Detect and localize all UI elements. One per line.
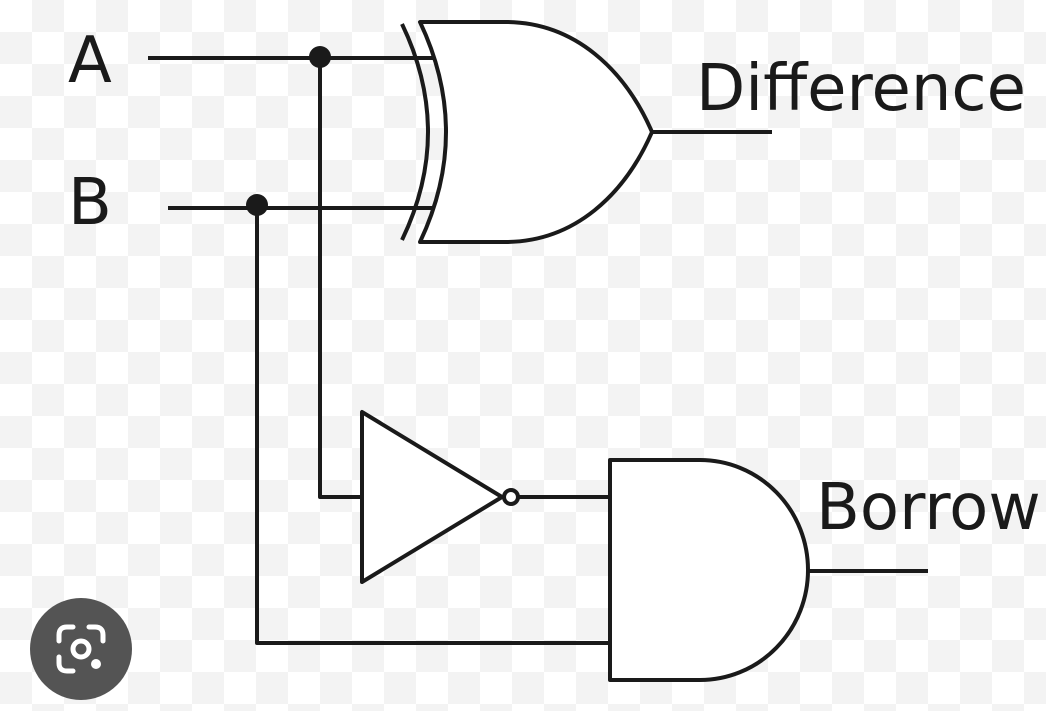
input-b-label: B [68, 166, 112, 240]
not-bubble [502, 488, 520, 506]
google-lens-icon [56, 624, 106, 674]
wire-a-to-not [318, 58, 362, 499]
junction-a [309, 46, 331, 68]
xor-gate [400, 20, 654, 244]
output-difference-label: Difference [696, 52, 1026, 126]
output-borrow-label: Borrow [816, 471, 1041, 545]
not-gate [360, 410, 520, 584]
lens-search-button[interactable] [30, 598, 132, 700]
wire-b-to-and [255, 206, 610, 645]
and-gate [608, 458, 810, 682]
input-a-label: A [68, 24, 112, 98]
junction-b [246, 194, 268, 216]
